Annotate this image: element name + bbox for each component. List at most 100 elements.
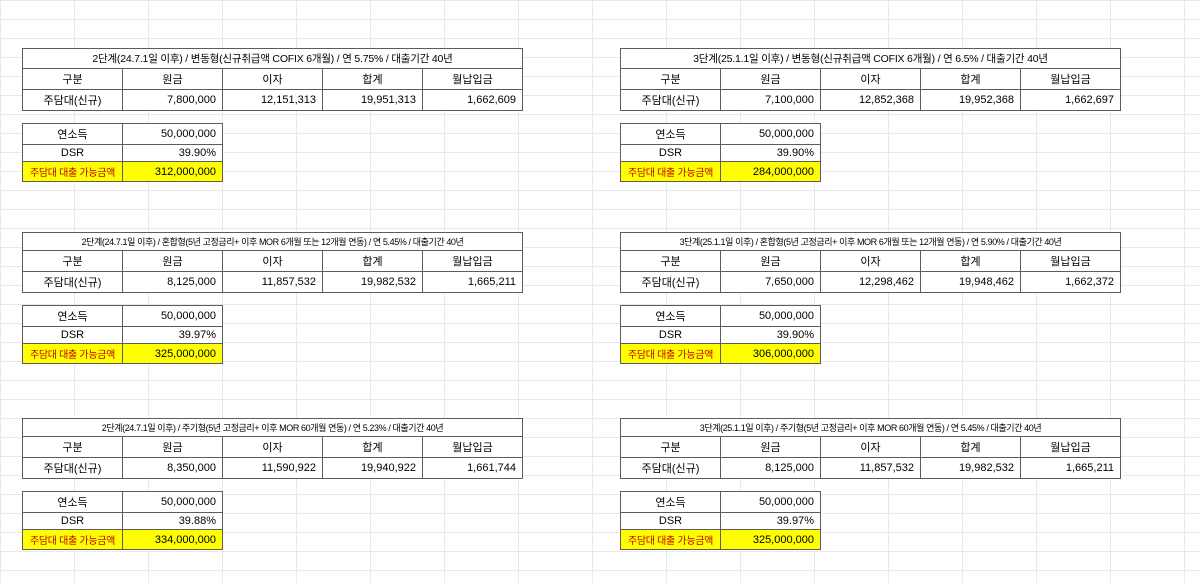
total-value: 19,948,462 bbox=[921, 272, 1021, 293]
loan-summary-table: 연소득50,000,000DSR39.90%주담대 대출 가능금액284,000… bbox=[620, 123, 821, 182]
income-value: 50,000,000 bbox=[721, 492, 821, 513]
limit-label: 주담대 대출 가능금액 bbox=[621, 162, 721, 182]
loan-summary-table: 연소득50,000,000DSR39.90%주담대 대출 가능금액312,000… bbox=[22, 123, 223, 182]
interest-value: 11,857,532 bbox=[821, 458, 921, 479]
col-header: 구분 bbox=[23, 69, 123, 90]
dsr-value: 39.88% bbox=[123, 513, 223, 530]
limit-value: 284,000,000 bbox=[721, 162, 821, 182]
monthly-value: 1,665,211 bbox=[423, 272, 523, 293]
col-header: 월납입금 bbox=[1021, 69, 1121, 90]
income-value: 50,000,000 bbox=[721, 124, 821, 145]
dsr-label: DSR bbox=[23, 513, 123, 530]
col-header: 이자 bbox=[223, 69, 323, 90]
col-header: 이자 bbox=[821, 251, 921, 272]
col-header: 월납입금 bbox=[1021, 437, 1121, 458]
col-header: 원금 bbox=[123, 437, 223, 458]
dsr-value: 39.97% bbox=[721, 513, 821, 530]
total-value: 19,952,368 bbox=[921, 90, 1021, 111]
dsr-value: 39.97% bbox=[123, 327, 223, 344]
col-header: 원금 bbox=[123, 69, 223, 90]
loan-main-table: 3단계(25.1.1일 이후) / 주기형(5년 고정금리+ 이후 MOR 60… bbox=[620, 418, 1121, 479]
income-label: 연소득 bbox=[621, 306, 721, 327]
col-header: 원금 bbox=[721, 251, 821, 272]
loan-main-table: 2단계(24.7.1일 이후) / 주기형(5년 고정금리+ 이후 MOR 60… bbox=[22, 418, 523, 479]
row-label: 주담대(신규) bbox=[23, 458, 123, 479]
interest-value: 12,852,368 bbox=[821, 90, 921, 111]
total-value: 19,951,313 bbox=[323, 90, 423, 111]
monthly-value: 1,662,372 bbox=[1021, 272, 1121, 293]
block-title: 3단계(25.1.1일 이후) / 혼합형(5년 고정금리+ 이후 MOR 6개… bbox=[621, 233, 1121, 251]
limit-value: 312,000,000 bbox=[123, 162, 223, 182]
loan-block-3: 3단계(25.1.1일 이후) / 혼합형(5년 고정금리+ 이후 MOR 6개… bbox=[620, 232, 1121, 364]
principal-value: 7,800,000 bbox=[123, 90, 223, 111]
interest-value: 12,151,313 bbox=[223, 90, 323, 111]
limit-label: 주담대 대출 가능금액 bbox=[621, 530, 721, 550]
col-header: 합계 bbox=[323, 251, 423, 272]
interest-value: 11,590,922 bbox=[223, 458, 323, 479]
income-label: 연소득 bbox=[23, 492, 123, 513]
interest-value: 12,298,462 bbox=[821, 272, 921, 293]
loan-block-2: 2단계(24.7.1일 이후) / 혼합형(5년 고정금리+ 이후 MOR 6개… bbox=[22, 232, 523, 364]
loan-summary-table: 연소득50,000,000DSR39.90%주담대 대출 가능금액306,000… bbox=[620, 305, 821, 364]
col-header: 이자 bbox=[821, 69, 921, 90]
limit-label: 주담대 대출 가능금액 bbox=[23, 530, 123, 550]
loan-summary-table: 연소득50,000,000DSR39.97%주담대 대출 가능금액325,000… bbox=[22, 305, 223, 364]
total-value: 19,982,532 bbox=[323, 272, 423, 293]
limit-value: 325,000,000 bbox=[721, 530, 821, 550]
col-header: 원금 bbox=[721, 69, 821, 90]
income-value: 50,000,000 bbox=[123, 492, 223, 513]
col-header: 구분 bbox=[621, 437, 721, 458]
col-header: 구분 bbox=[621, 69, 721, 90]
col-header: 합계 bbox=[921, 437, 1021, 458]
loan-block-1: 3단계(25.1.1일 이후) / 변동형(신규취급액 COFIX 6개월) /… bbox=[620, 48, 1121, 182]
loan-summary-table: 연소득50,000,000DSR39.88%주담대 대출 가능금액334,000… bbox=[22, 491, 223, 550]
principal-value: 7,100,000 bbox=[721, 90, 821, 111]
limit-label: 주담대 대출 가능금액 bbox=[621, 344, 721, 364]
col-header: 이자 bbox=[223, 437, 323, 458]
block-title: 3단계(25.1.1일 이후) / 주기형(5년 고정금리+ 이후 MOR 60… bbox=[621, 419, 1121, 437]
row-label: 주담대(신규) bbox=[621, 458, 721, 479]
income-label: 연소득 bbox=[23, 306, 123, 327]
block-title: 2단계(24.7.1일 이후) / 변동형(신규취급액 COFIX 6개월) /… bbox=[23, 49, 523, 69]
dsr-label: DSR bbox=[621, 513, 721, 530]
col-header: 이자 bbox=[223, 251, 323, 272]
income-value: 50,000,000 bbox=[721, 306, 821, 327]
monthly-value: 1,662,697 bbox=[1021, 90, 1121, 111]
income-label: 연소득 bbox=[621, 492, 721, 513]
loan-summary-table: 연소득50,000,000DSR39.97%주담대 대출 가능금액325,000… bbox=[620, 491, 821, 550]
loan-block-5: 3단계(25.1.1일 이후) / 주기형(5년 고정금리+ 이후 MOR 60… bbox=[620, 418, 1121, 550]
principal-value: 7,650,000 bbox=[721, 272, 821, 293]
loan-block-0: 2단계(24.7.1일 이후) / 변동형(신규취급액 COFIX 6개월) /… bbox=[22, 48, 523, 182]
col-header: 이자 bbox=[821, 437, 921, 458]
dsr-value: 39.90% bbox=[721, 327, 821, 344]
income-label: 연소득 bbox=[23, 124, 123, 145]
dsr-label: DSR bbox=[621, 327, 721, 344]
dsr-value: 39.90% bbox=[721, 145, 821, 162]
income-label: 연소득 bbox=[621, 124, 721, 145]
loan-main-table: 2단계(24.7.1일 이후) / 혼합형(5년 고정금리+ 이후 MOR 6개… bbox=[22, 232, 523, 293]
income-value: 50,000,000 bbox=[123, 306, 223, 327]
col-header: 합계 bbox=[921, 69, 1021, 90]
col-header: 원금 bbox=[123, 251, 223, 272]
loan-main-table: 2단계(24.7.1일 이후) / 변동형(신규취급액 COFIX 6개월) /… bbox=[22, 48, 523, 111]
col-header: 원금 bbox=[721, 437, 821, 458]
block-title: 2단계(24.7.1일 이후) / 주기형(5년 고정금리+ 이후 MOR 60… bbox=[23, 419, 523, 437]
principal-value: 8,125,000 bbox=[721, 458, 821, 479]
monthly-value: 1,661,744 bbox=[423, 458, 523, 479]
col-header: 합계 bbox=[921, 251, 1021, 272]
monthly-value: 1,662,609 bbox=[423, 90, 523, 111]
dsr-label: DSR bbox=[23, 327, 123, 344]
col-header: 합계 bbox=[323, 437, 423, 458]
col-header: 구분 bbox=[23, 437, 123, 458]
loan-block-4: 2단계(24.7.1일 이후) / 주기형(5년 고정금리+ 이후 MOR 60… bbox=[22, 418, 523, 550]
dsr-value: 39.90% bbox=[123, 145, 223, 162]
col-header: 월납입금 bbox=[423, 69, 523, 90]
row-label: 주담대(신규) bbox=[23, 272, 123, 293]
dsr-label: DSR bbox=[23, 145, 123, 162]
total-value: 19,982,532 bbox=[921, 458, 1021, 479]
block-title: 3단계(25.1.1일 이후) / 변동형(신규취급액 COFIX 6개월) /… bbox=[621, 49, 1121, 69]
col-header: 구분 bbox=[621, 251, 721, 272]
limit-label: 주담대 대출 가능금액 bbox=[23, 344, 123, 364]
principal-value: 8,125,000 bbox=[123, 272, 223, 293]
monthly-value: 1,665,211 bbox=[1021, 458, 1121, 479]
